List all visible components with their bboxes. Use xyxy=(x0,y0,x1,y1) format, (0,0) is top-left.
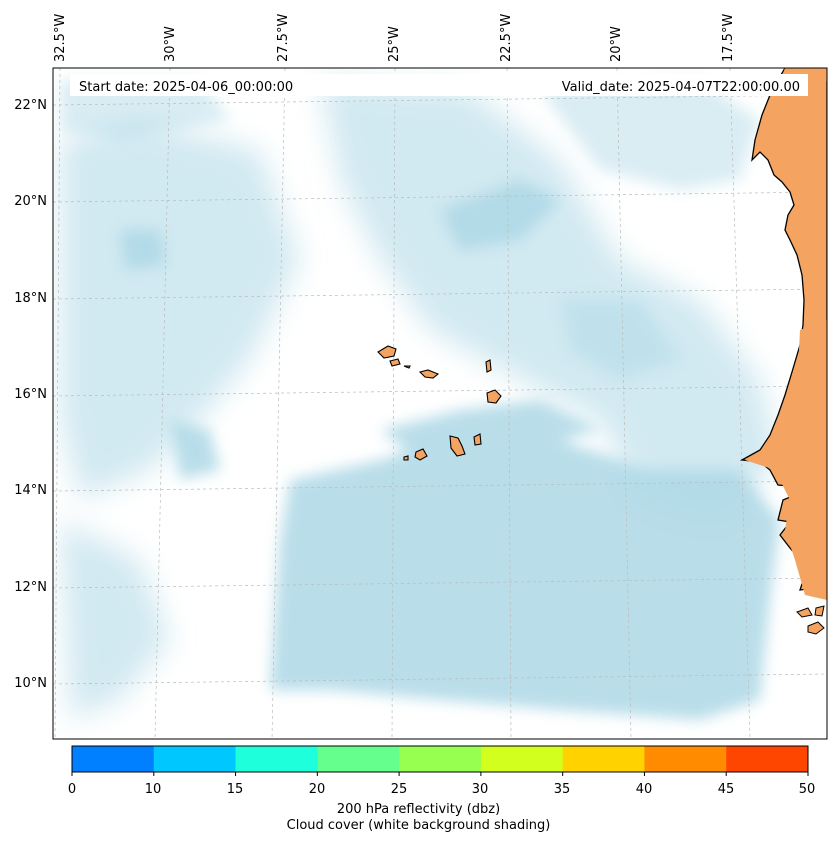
colorbar-segment xyxy=(480,746,564,772)
island-sao-vicente xyxy=(389,358,401,367)
guinea-islands xyxy=(796,605,825,635)
colorbar-tick-0: 0 xyxy=(67,782,77,797)
colorbar-segment xyxy=(726,746,809,772)
colorbar-label: 200 hPa reflectivity (dbz) xyxy=(336,802,501,817)
colorbar-frame xyxy=(71,745,809,773)
island-fogo xyxy=(414,448,428,461)
colorbar-tick-30: 30 xyxy=(471,782,489,797)
cloud-cover-shading xyxy=(60,80,780,720)
lat-label-20n: 20°N xyxy=(14,194,47,209)
lon-label-17-5w: 17.5°W xyxy=(721,13,736,62)
colorbar-segment xyxy=(644,746,727,772)
island-boa-vista xyxy=(486,389,502,404)
colorbar-tick-35: 35 xyxy=(553,782,571,797)
date-header-background xyxy=(70,74,808,96)
lon-label-32-5w: 32.5°W xyxy=(53,13,68,62)
lon-label-22-5w: 22.5°W xyxy=(499,13,514,62)
island-santa-luzia xyxy=(403,365,411,369)
lon-label-25w: 25°W xyxy=(387,26,402,62)
colorbar-tick-40: 40 xyxy=(635,782,653,797)
colorbar-tick-50: 50 xyxy=(798,782,816,797)
island-sao-nicolau xyxy=(418,369,440,379)
colorbar xyxy=(71,745,809,776)
lon-label-27-5w: 27.5°W xyxy=(276,13,291,62)
colorbar-segment xyxy=(317,746,400,772)
lat-label-10n: 10°N xyxy=(14,676,47,691)
start-date-label: Start date: 2025-04-06_00:00:00 xyxy=(79,80,293,95)
lon-label-20w: 20°W xyxy=(609,26,624,62)
lat-label-22n: 22°N xyxy=(14,98,47,113)
colorbar-tick-45: 45 xyxy=(717,782,735,797)
lat-label-14n: 14°N xyxy=(14,483,47,498)
colorbar-tick-25: 25 xyxy=(390,782,408,797)
colorbar-tick-10: 10 xyxy=(144,782,162,797)
cabo-verde-islands xyxy=(377,345,502,461)
map-frame xyxy=(52,67,828,740)
island-santiago xyxy=(449,435,466,457)
colorbar-tick-20: 20 xyxy=(308,782,326,797)
island-maio xyxy=(473,433,482,446)
colorbar-segment xyxy=(562,746,645,772)
colorbar-segment xyxy=(399,746,482,772)
valid-date-label: Valid_date: 2025-04-07T22:00:00.00 xyxy=(562,80,800,95)
island-santo-antao xyxy=(377,345,397,359)
island-brava xyxy=(403,455,409,461)
colorbar-tick-15: 15 xyxy=(226,782,244,797)
colorbar-segment xyxy=(153,746,237,772)
colorbar-segment xyxy=(72,746,155,772)
lat-label-12n: 12°N xyxy=(14,580,47,595)
colorbar-segment xyxy=(235,746,318,772)
colorbar-sublabel: Cloud cover (white background shading) xyxy=(286,818,551,833)
lat-label-16n: 16°N xyxy=(14,387,47,402)
lon-label-30w: 30°W xyxy=(163,26,178,62)
lat-label-18n: 18°N xyxy=(14,291,47,306)
island-sal xyxy=(485,359,492,373)
graticule xyxy=(53,68,827,739)
